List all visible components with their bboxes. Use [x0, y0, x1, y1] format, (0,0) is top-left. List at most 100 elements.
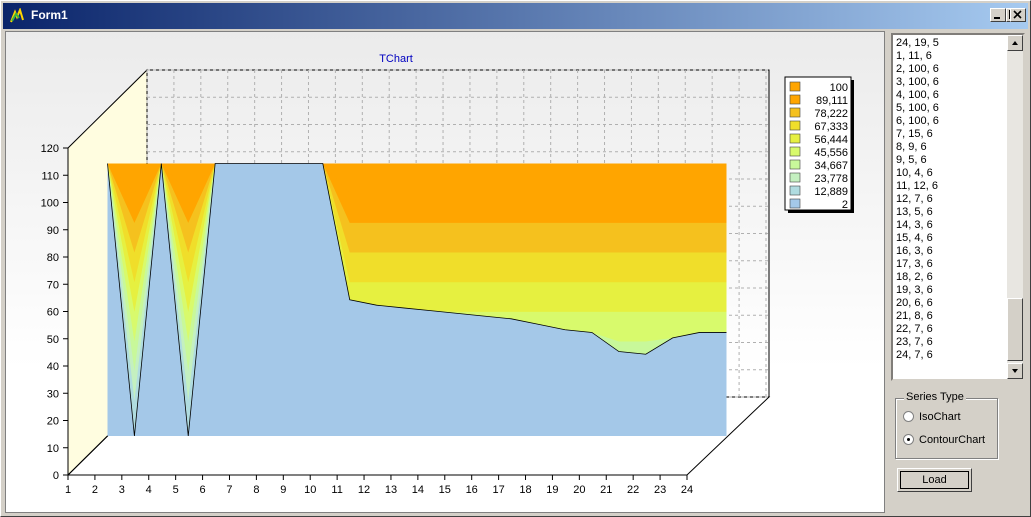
- y-tick-label: 90: [47, 225, 59, 237]
- minimize-icon: [994, 17, 1000, 19]
- listbox-items: 24, 19, 5 1, 11, 6 2, 100, 6 3, 100, 6 4, 10…: [896, 37, 1006, 362]
- x-tick-label: 11: [331, 484, 342, 496]
- x-tick-label: 17: [492, 484, 504, 496]
- legend-label: 78,222: [814, 108, 848, 120]
- x-tick-label: 6: [200, 484, 206, 496]
- close-button[interactable]: [1010, 8, 1026, 22]
- list-item[interactable]: 18, 2, 6: [896, 271, 933, 283]
- x-tick-label: 21: [600, 484, 612, 496]
- list-item[interactable]: 23, 7, 6: [896, 336, 933, 348]
- legend-label: 12,889: [814, 186, 848, 198]
- y-tick-label: 120: [41, 143, 59, 155]
- load-button[interactable]: Load: [897, 468, 972, 492]
- radio-contourchart[interactable]: ContourChart: [903, 434, 985, 446]
- y-tick-label: 70: [47, 279, 59, 291]
- y-tick-label: 10: [47, 443, 59, 455]
- scroll-down-button[interactable]: [1007, 363, 1023, 379]
- x-tick-label: 15: [439, 484, 451, 496]
- x-tick-label: 20: [573, 484, 585, 496]
- x-tick-label: 8: [253, 484, 259, 496]
- y-tick-label: 0: [53, 470, 59, 482]
- legend-swatch: [789, 146, 801, 157]
- legend-swatch: [789, 159, 801, 170]
- legend-swatch: [789, 81, 801, 92]
- legend-swatch: [789, 94, 801, 105]
- list-item[interactable]: 6, 100, 6: [896, 115, 939, 127]
- close-icon: [1013, 10, 1022, 19]
- radio-icon: [903, 411, 914, 422]
- list-item[interactable]: 12, 7, 6: [896, 193, 933, 205]
- list-item[interactable]: 24, 19, 5: [896, 37, 939, 49]
- y-tick-label: 110: [41, 170, 59, 182]
- list-item[interactable]: 9, 5, 6: [896, 154, 927, 166]
- list-item[interactable]: 2, 100, 6: [896, 63, 939, 75]
- legend-label: 67,333: [814, 121, 848, 133]
- y-tick-label: 20: [47, 416, 59, 428]
- list-item[interactable]: 13, 5, 6: [896, 206, 933, 218]
- list-item[interactable]: 17, 3, 6: [896, 258, 933, 270]
- x-tick-label: 5: [173, 484, 179, 496]
- chart-panel: TChart 0 10 20 30 40 50 60 70 80 90 100 110 120 1 2 3 4 5…: [5, 31, 885, 513]
- legend-swatch: [789, 107, 801, 118]
- x-tick-label: 12: [358, 484, 370, 496]
- legend-swatch: [789, 120, 801, 131]
- legend-label: 89,111: [816, 95, 848, 107]
- list-item[interactable]: 8, 9, 6: [896, 141, 927, 153]
- client-area: TChart 0 10 20 30 40 50 60 70 80 90 100 110 120 1 2 3 4 5…: [5, 31, 1027, 514]
- list-item[interactable]: 10, 4, 6: [896, 167, 933, 179]
- list-item[interactable]: 3, 100, 6: [896, 76, 939, 88]
- list-item[interactable]: 21, 8, 6: [896, 310, 933, 322]
- list-item[interactable]: 16, 3, 6: [896, 245, 933, 257]
- list-item[interactable]: 5, 100, 6: [896, 102, 939, 114]
- x-tick-label: 2: [92, 484, 98, 496]
- list-item[interactable]: 20, 6, 6: [896, 297, 933, 309]
- radio-isochart[interactable]: IsoChart: [903, 411, 961, 423]
- y-tick-label: 30: [47, 388, 59, 400]
- legend-label: 100: [830, 82, 848, 94]
- list-item[interactable]: 11, 12, 6: [896, 180, 938, 192]
- list-item[interactable]: 19, 3, 6: [896, 284, 933, 296]
- contour-line: [107, 163, 727, 437]
- legend-label: 45,556: [814, 147, 848, 159]
- list-item[interactable]: 14, 3, 6: [896, 219, 933, 231]
- legend-label: 34,667: [814, 160, 848, 172]
- y-tick-label: 100: [41, 198, 59, 210]
- x-tick-label: 23: [654, 484, 666, 496]
- legend-swatch: [789, 185, 801, 196]
- x-tick-label: 16: [466, 484, 478, 496]
- list-item[interactable]: 1, 11, 6: [896, 50, 932, 62]
- list-item[interactable]: 22, 7, 6: [896, 323, 933, 335]
- x-tick-label: 10: [304, 484, 316, 496]
- window-title: Form1: [31, 8, 68, 22]
- list-item[interactable]: 15, 4, 6: [896, 232, 933, 244]
- x-tick-label: 9: [280, 484, 286, 496]
- data-listbox[interactable]: 24, 19, 5 1, 11, 6 2, 100, 6 3, 100, 6 4, 10…: [891, 33, 1025, 381]
- list-item[interactable]: 7, 15, 6: [896, 128, 933, 140]
- series-type-label: Series Type: [904, 391, 966, 403]
- list-item[interactable]: 24, 7, 6: [896, 349, 933, 361]
- x-tick-label: 7: [226, 484, 232, 496]
- legend-swatch: [789, 133, 801, 144]
- chevron-down-icon: [1012, 369, 1018, 373]
- listbox-scrollbar[interactable]: [1007, 35, 1023, 379]
- chart-title: TChart: [379, 53, 413, 65]
- minimize-button[interactable]: [990, 8, 1006, 22]
- y-tick-label: 80: [47, 252, 59, 264]
- scroll-up-button[interactable]: [1007, 35, 1023, 51]
- x-tick-label: 18: [519, 484, 531, 496]
- legend-label: 23,778: [814, 173, 848, 185]
- chevron-up-icon: [1012, 41, 1018, 45]
- radio-isochart-label: IsoChart: [919, 411, 961, 423]
- legend-label: 2: [842, 199, 848, 211]
- app-icon: [10, 8, 24, 23]
- legend-swatch: [789, 172, 801, 183]
- y-tick-label: 50: [47, 334, 59, 346]
- x-tick-label: 13: [385, 484, 397, 496]
- x-tick-label: 1: [65, 484, 71, 496]
- list-item[interactable]: 4, 100, 6: [896, 89, 939, 101]
- title-bar[interactable]: Form1: [3, 3, 1028, 29]
- x-tick-label: 19: [546, 484, 558, 496]
- scroll-thumb[interactable]: [1007, 298, 1023, 361]
